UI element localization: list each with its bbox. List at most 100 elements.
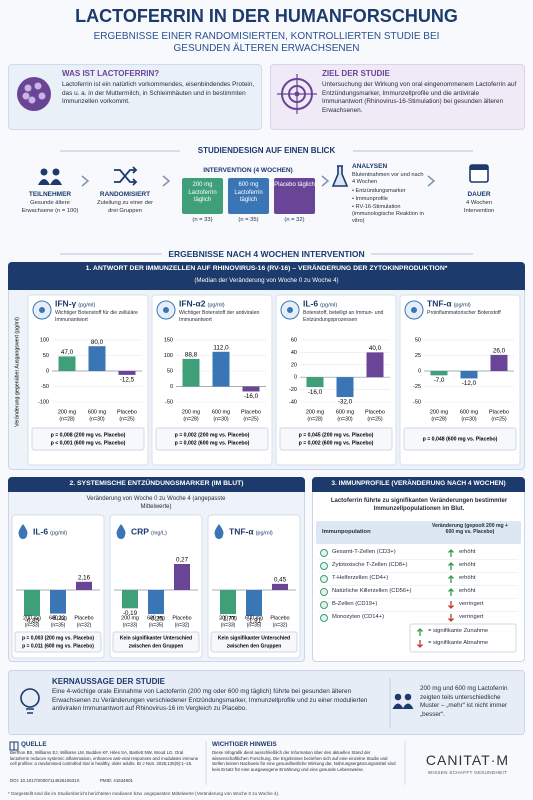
x-tick-n: (n=25) xyxy=(243,416,258,422)
p-value: p = 0,002 (600 mg vs. Placebo) xyxy=(299,440,374,446)
y-tick-label: -50 xyxy=(41,384,49,390)
y-tick-label: -40 xyxy=(289,399,297,405)
panel-unit: (pg/ml) xyxy=(78,302,95,308)
target-icon xyxy=(277,74,317,114)
p-value: p = 0,048 (600 mg vs. Placebo) xyxy=(423,436,498,442)
protein-icon xyxy=(22,92,30,100)
book-icon xyxy=(9,741,19,751)
value-label: 0,45 xyxy=(274,577,287,584)
protein-icon xyxy=(34,82,42,90)
drop-icon xyxy=(18,524,28,539)
subtitle: ERGEBNISSE EINER RANDOMISIERTEN, KONTROL… xyxy=(93,31,440,54)
panel-unit: (pg/ml) xyxy=(50,530,67,536)
p-value-box xyxy=(279,427,393,451)
value-label: -12,5 xyxy=(120,377,135,384)
value-label: -16,0 xyxy=(244,393,259,400)
title: LACTOFERRIN IN DER HUMANFORSCHUNG xyxy=(75,6,458,26)
value-label: -12,0 xyxy=(462,380,477,387)
panel-icon xyxy=(39,307,45,313)
panel-name: IFN-γ xyxy=(55,298,77,308)
legend-text: = signifikante Abnahme xyxy=(428,640,489,646)
bar xyxy=(272,583,288,590)
footer-title: QUELLE xyxy=(21,741,47,748)
x-tick-n: (n=30) xyxy=(461,416,476,422)
flow-arrow xyxy=(81,175,90,187)
section-header xyxy=(8,477,305,492)
panel xyxy=(275,294,397,466)
x-tick-label: Placebo xyxy=(74,615,93,621)
y-tick-label: 100 xyxy=(164,353,173,359)
bar xyxy=(118,371,136,375)
bar xyxy=(336,377,354,398)
y-tick-label: 100 xyxy=(40,337,49,343)
panel-name: IL-6 xyxy=(303,298,318,308)
x-tick-n: (n=28) xyxy=(307,416,322,422)
panel-name: IFN-α2 xyxy=(179,298,206,308)
bar xyxy=(460,371,478,379)
y-tick-label: -25 xyxy=(413,384,421,390)
x-tick-n: (n=32) xyxy=(273,622,288,628)
panel xyxy=(109,514,203,659)
protein-icon xyxy=(24,84,32,92)
group-text: 200 mg Lactoferrin täglich xyxy=(188,182,217,203)
panel xyxy=(151,294,273,466)
y-tick-label: 150 xyxy=(164,337,173,343)
panel-icon xyxy=(163,307,169,313)
arrow-down xyxy=(448,601,454,609)
key-message-box xyxy=(8,670,525,735)
x-tick-n: (n=33) xyxy=(221,622,236,628)
drop-icon xyxy=(214,524,224,539)
note-box xyxy=(210,631,298,653)
value-label: -0,25 xyxy=(149,616,164,623)
group-n: (n = 33) xyxy=(192,217,213,223)
flow-arrow xyxy=(162,175,171,187)
protein-icon xyxy=(28,96,36,104)
bar xyxy=(24,590,40,616)
panel-desc: Proinflammatorischer Botenstoff xyxy=(427,310,501,316)
step-label: TEILNEHMER xyxy=(28,191,72,198)
bar xyxy=(242,386,260,392)
cell-icon xyxy=(320,562,328,570)
step-text: Gesunde ältere Erwachsene (n = 100) xyxy=(21,200,79,214)
protein-icon xyxy=(17,77,51,111)
value-label: -7,0 xyxy=(434,377,445,384)
note: zwischen den Gruppen xyxy=(227,643,282,649)
section-header xyxy=(312,477,525,492)
note: Diese Infografik dient ausschließlich de… xyxy=(212,750,396,772)
bar xyxy=(306,377,324,388)
value-label: 88,8 xyxy=(185,352,198,359)
p-value-box xyxy=(403,427,517,451)
x-tick-label: Placebo xyxy=(241,409,261,415)
p-value: p = 0,008 (200 mg vs. Placebo) xyxy=(51,432,126,438)
panel-icon xyxy=(411,307,417,313)
bar xyxy=(220,590,236,615)
step-label: ANALYSEN xyxy=(352,163,388,170)
panel-unit: (pg/ml) xyxy=(207,302,224,308)
x-tick-n: (n=28) xyxy=(431,416,446,422)
panel-name: TNF-α xyxy=(427,298,452,308)
note-box xyxy=(112,631,200,653)
group-n: (n = 35) xyxy=(238,217,259,223)
p-value: p = 0,045 (200 mg vs. Placebo) xyxy=(299,432,374,438)
population: Zytotoxische T-Zellen (CD8+) xyxy=(332,562,408,568)
x-tick-n: (n=33) xyxy=(123,622,138,628)
population: Monozyten (CD14+) xyxy=(332,614,385,620)
step-text: 4 Wochen Intervention xyxy=(463,200,495,214)
logo: CANITAT·M xyxy=(425,752,510,768)
intro-title: ZIEL DER STUDIE xyxy=(322,69,390,78)
note-box xyxy=(14,631,102,653)
y-tick-label: 0 xyxy=(170,384,173,390)
value-label: -32,0 xyxy=(338,399,353,406)
panel-name: CRP xyxy=(131,526,149,536)
bar xyxy=(88,346,106,371)
population: Gesamt-T-Zellen (CD3+) xyxy=(332,549,396,555)
arrow-up xyxy=(448,562,454,570)
panel-unit: (pg/ml) xyxy=(320,302,337,308)
panel xyxy=(27,294,149,466)
tagline: WISSEN SCHAFFT GESUNDHEIT xyxy=(427,770,508,775)
value-label: 80,0 xyxy=(91,339,104,346)
bulb-icon xyxy=(26,708,34,714)
change: erhöht xyxy=(459,575,476,581)
value-label: 40,0 xyxy=(369,345,382,352)
value-label: -1,77 xyxy=(221,616,236,623)
